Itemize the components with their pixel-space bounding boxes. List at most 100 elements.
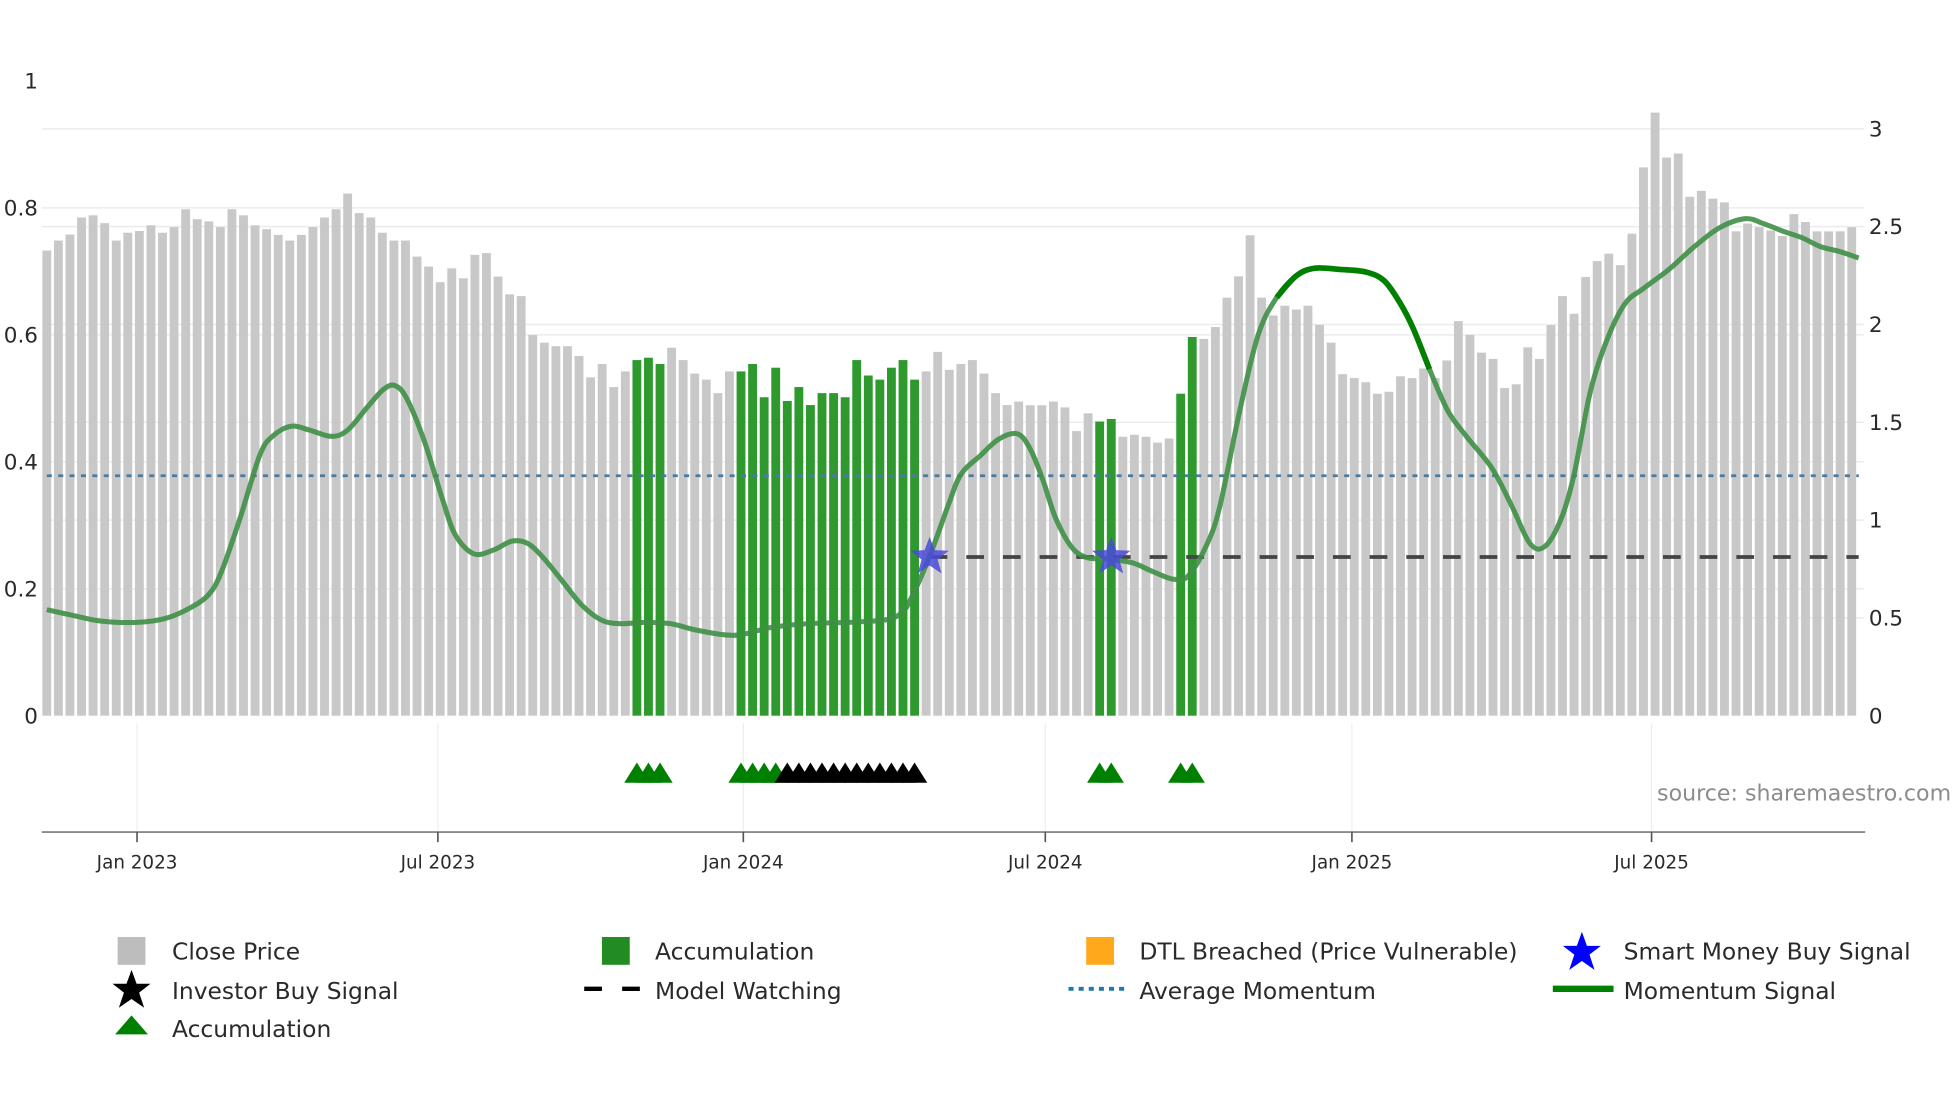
blue-star-icon (1562, 931, 1601, 970)
close-price-bar (285, 240, 295, 716)
close-price-bar (1650, 112, 1660, 716)
legend-item-accumulation-bar[interactable]: Accumulation (601, 936, 814, 966)
close-price-bar (1534, 358, 1544, 716)
close-price-swatch (117, 936, 146, 965)
accumulation-bar (817, 393, 827, 716)
close-price-bar (1511, 384, 1521, 716)
accumulation-swatch (601, 936, 630, 965)
left-axis-tick-label: 0.8 (4, 196, 38, 221)
close-price-bar (447, 268, 457, 716)
legend-label: Momentum Signal (1624, 977, 1836, 1005)
investor-buy-triangle (901, 762, 928, 783)
legend-item-investor-buy[interactable]: Investor Buy Signal (112, 969, 399, 1008)
close-price-bar (134, 230, 144, 716)
close-price-bar (262, 229, 272, 716)
close-price-bar (146, 225, 156, 716)
x-axis-tick-label: Jan 2025 (1311, 853, 1393, 874)
accumulation-bar (840, 397, 850, 716)
accumulation-bar (782, 400, 792, 716)
close-price-bar (1303, 305, 1313, 716)
close-price-bar (1222, 297, 1232, 716)
accumulation-bar (655, 363, 665, 716)
close-price-bar (412, 256, 422, 716)
close-price-bar (239, 215, 248, 716)
close-price-bar (1372, 393, 1382, 716)
right-axis-tick-label: 0 (1869, 704, 1883, 729)
legend-item-dtl-breached[interactable]: DTL Breached (Price Vulnerable) (1086, 936, 1517, 966)
legend-item-momentum-signal[interactable]: Momentum Signal (1552, 977, 1836, 1005)
close-price-bar (204, 221, 214, 716)
close-price-bar (1801, 221, 1810, 716)
close-price-bar (1453, 321, 1463, 716)
left-axis-tick-label: 0.4 (4, 450, 38, 475)
close-price-bar (609, 387, 619, 716)
left-axis-tick-label: 1 (24, 70, 38, 95)
black-star-icon (112, 969, 151, 1008)
close-price-bar (1673, 153, 1683, 716)
accumulation-bar (736, 371, 746, 716)
accumulation-triangle (1098, 762, 1124, 783)
close-price-bar (227, 209, 237, 716)
accumulation-bar (1187, 336, 1197, 716)
close-price-bar (979, 373, 989, 716)
accumulation-bar (852, 360, 862, 716)
accumulation-bar (875, 379, 885, 716)
close-price-bar (389, 240, 399, 716)
close-price-bar (1338, 374, 1348, 716)
close-price-bar (1592, 261, 1602, 716)
accumulation-bar (886, 367, 896, 716)
accumulation-bar (1095, 421, 1105, 716)
close-price-bar (1326, 342, 1336, 716)
close-price-bar (1824, 231, 1834, 716)
accumulation-bar (863, 375, 873, 716)
close-price-bar (1315, 324, 1324, 716)
close-price-bar (377, 232, 387, 716)
legend-item-average-momentum[interactable]: Average Momentum (1068, 977, 1376, 1005)
close-price-bar (1812, 231, 1822, 716)
accumulation-bar (759, 397, 769, 716)
close-price-bar (424, 266, 434, 716)
close-price-bar (215, 227, 225, 716)
close-price-bar (470, 254, 480, 716)
legend-item-model-watching[interactable]: Model Watching (584, 977, 842, 1005)
close-price-bar (690, 373, 700, 716)
close-price-bar (320, 217, 329, 716)
close-price-bar (1696, 190, 1706, 716)
close-price-bar (1291, 309, 1301, 716)
legend-item-smart-money[interactable]: Smart Money Buy Signal (1562, 931, 1911, 970)
close-price-bar (1720, 202, 1729, 716)
close-price-bar (1245, 235, 1255, 716)
close-price-bar (1199, 338, 1209, 716)
legend-item-accumulation-triangle[interactable]: Accumulation (115, 1015, 331, 1043)
close-price-bar (701, 379, 711, 716)
x-axis-tick-label: Jul 2025 (1613, 853, 1689, 874)
left-axis-tick-label: 0.6 (4, 323, 38, 348)
close-price-bar (713, 393, 723, 716)
close-price-bar (1615, 265, 1625, 716)
close-price-bar (1581, 276, 1591, 716)
accumulation-bar (1176, 393, 1186, 716)
legend-item-close-price[interactable]: Close Price (117, 936, 301, 966)
close-price-bar (1477, 352, 1486, 716)
legend-label: Smart Money Buy Signal (1624, 938, 1911, 966)
close-price-bar (100, 223, 110, 716)
close-price-bar (1025, 405, 1035, 716)
accumulation-bar (910, 379, 919, 716)
close-price-bar (42, 250, 52, 716)
close-price-bar (1662, 157, 1672, 716)
close-price-bar (1639, 167, 1648, 716)
legend-label: Model Watching (655, 977, 842, 1005)
accumulation-bar (771, 367, 781, 716)
x-axis-tick-label: Jul 2023 (400, 853, 476, 874)
close-price-bar (1153, 442, 1162, 716)
momentum-signal-strong-segment (1274, 265, 1433, 371)
close-price-bar (1465, 334, 1475, 716)
close-price-bar (1083, 413, 1093, 716)
close-price-bar (944, 369, 954, 716)
close-price-bar (1129, 434, 1139, 716)
close-price-bar (1361, 382, 1371, 716)
x-axis-tick-label: Jan 2023 (96, 853, 178, 874)
right-axis-tick-label: 0.5 (1869, 606, 1903, 631)
close-price-bar (1280, 305, 1290, 716)
